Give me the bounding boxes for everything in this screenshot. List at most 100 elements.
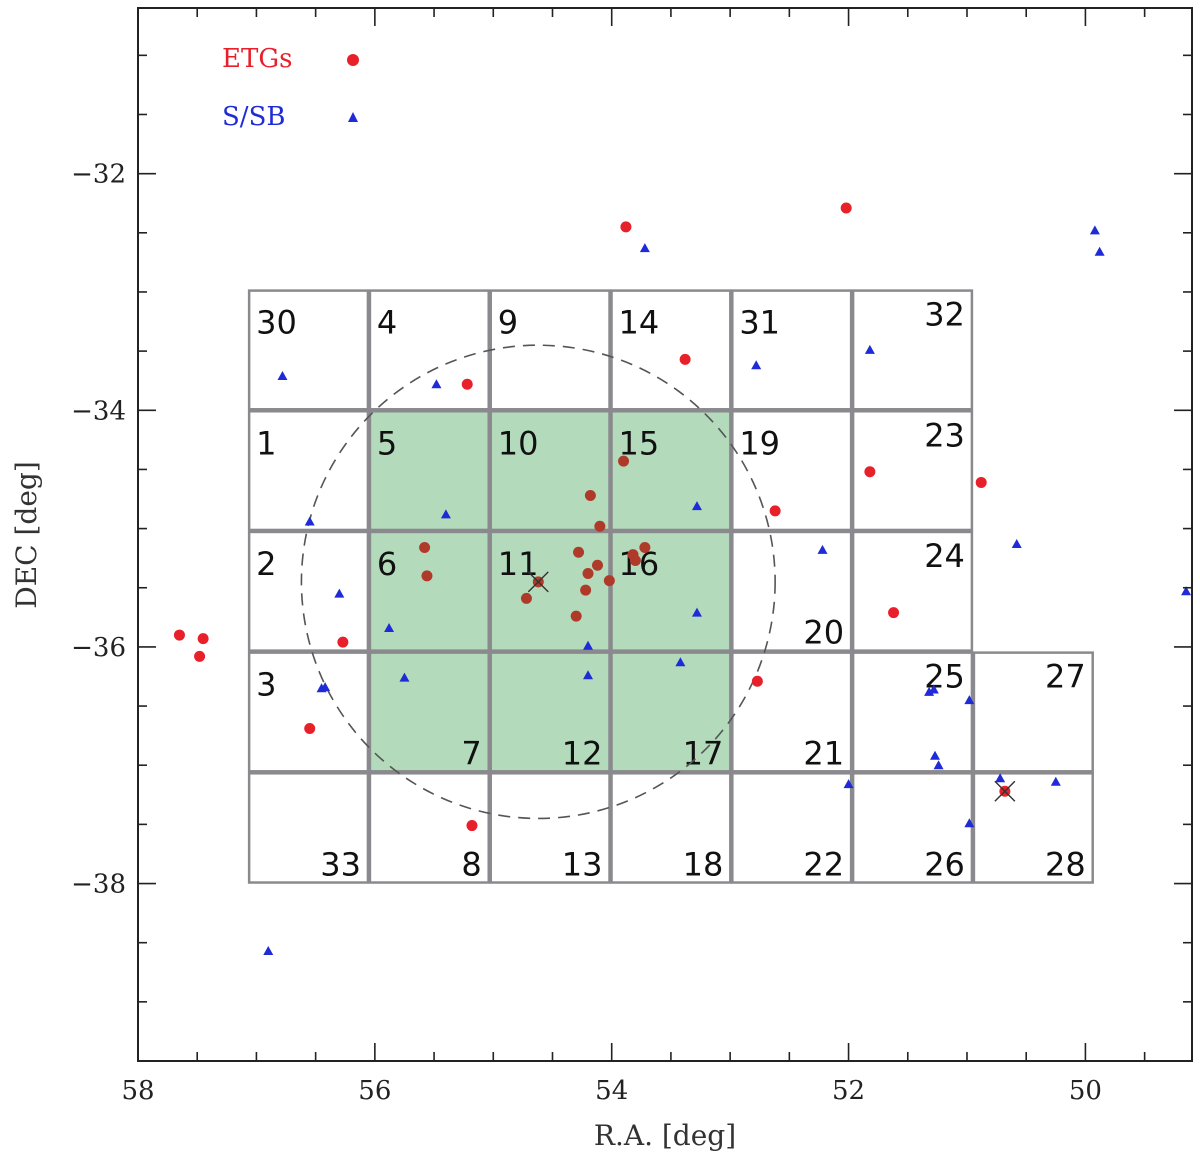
survey-circle	[300, 344, 776, 820]
ssb-point	[995, 773, 1006, 783]
tile-border	[731, 289, 853, 411]
legend-etg-label: ETGs	[222, 44, 292, 74]
ssb-point	[1011, 538, 1022, 548]
legend-ssb-label: S/SB	[222, 102, 286, 132]
tile-border	[731, 530, 853, 652]
etg-point	[173, 629, 185, 641]
etg-point	[840, 202, 852, 214]
etg-point	[461, 378, 473, 390]
tile-label-25: 25	[924, 658, 965, 696]
y-tick-label: −38	[71, 870, 126, 900]
etg-point	[751, 675, 763, 687]
tile-border	[610, 289, 732, 411]
tile-label-24: 24	[924, 537, 965, 575]
etg-point	[769, 505, 781, 517]
ssb-point	[864, 344, 875, 354]
tile-label-31: 31	[739, 304, 780, 342]
tile-border	[247, 651, 370, 773]
ssb-point	[277, 370, 288, 380]
cross-markers-layer	[527, 571, 1016, 802]
etg-point	[584, 489, 596, 501]
tick-labels-layer: 58 56 54 52 50−32−34−36−38	[71, 160, 1102, 1106]
etg-point	[580, 584, 592, 596]
tile-highlight-fill	[368, 410, 490, 531]
tile-label-21: 21	[803, 734, 844, 772]
y-tick-label: −36	[71, 633, 126, 663]
ssb-point	[964, 818, 975, 828]
tile-border	[851, 651, 974, 773]
ssb-point	[583, 640, 594, 650]
tile-border	[247, 530, 370, 652]
tile-border	[489, 410, 611, 532]
ssb-point	[583, 670, 594, 680]
ssb-point	[639, 243, 650, 253]
cross-marker	[994, 780, 1016, 802]
ssb-point	[817, 544, 828, 554]
etg-point	[194, 650, 206, 662]
etg-point	[629, 555, 641, 567]
ticks-layer	[137, 8, 1192, 1062]
ssb-point	[964, 695, 975, 705]
tile-border	[489, 772, 611, 884]
etg-point	[618, 455, 630, 467]
tile-label-14: 14	[619, 304, 660, 342]
tile-border	[731, 410, 853, 532]
tiles-layer: 3049143132151015192326111620243712172125…	[247, 289, 1094, 884]
tile-label-12: 12	[562, 734, 603, 772]
etg-point	[466, 820, 478, 832]
tile-border	[489, 651, 611, 773]
x-tick-label: 54	[595, 1076, 628, 1106]
tile-highlight-fill	[489, 410, 611, 531]
tile-border	[610, 651, 732, 773]
tile-border	[247, 410, 370, 532]
etg-point	[594, 520, 606, 532]
etg-point	[582, 568, 594, 580]
tile-border	[731, 772, 853, 884]
tile-border	[368, 772, 490, 884]
tile-border	[247, 772, 370, 884]
tile-label-3: 3	[256, 666, 276, 704]
tile-highlight-fill	[610, 410, 732, 531]
y-tick-label: −32	[71, 160, 126, 190]
ssb-point	[691, 607, 702, 617]
tile-highlight-fill	[368, 651, 490, 773]
ssb-point	[1050, 776, 1061, 786]
ssb-point	[751, 360, 762, 370]
ssb-point	[924, 686, 935, 696]
ssb-point	[930, 750, 941, 760]
tile-label-5: 5	[377, 424, 397, 462]
tile-label-30: 30	[256, 304, 297, 342]
tile-label-1: 1	[256, 424, 276, 462]
etg-point	[421, 570, 433, 582]
tile-highlight-fill	[610, 651, 732, 773]
tile-label-33: 33	[320, 846, 361, 884]
etg-point	[888, 607, 900, 619]
ssb-point	[1181, 586, 1192, 596]
ssb-point	[1094, 246, 1105, 256]
tile-label-22: 22	[803, 846, 844, 884]
tile-label-11: 11	[498, 545, 539, 583]
tile-label-2: 2	[256, 545, 276, 583]
tile-label-8: 8	[461, 846, 481, 884]
ssb-points-layer	[263, 225, 1192, 955]
tile-label-19: 19	[739, 424, 780, 462]
etg-point	[573, 546, 585, 558]
etg-point	[975, 476, 987, 488]
tile-label-32: 32	[924, 296, 965, 334]
tile-border	[731, 651, 853, 773]
etg-point	[337, 636, 349, 648]
ssb-point	[691, 501, 702, 511]
ssb-point	[431, 379, 442, 389]
tile-label-9: 9	[498, 304, 518, 342]
legend-ssb-marker	[348, 112, 358, 122]
tile-border	[851, 289, 974, 411]
tile-border	[851, 410, 974, 532]
etg-point	[639, 542, 651, 554]
ssb-point	[334, 588, 345, 598]
tile-border	[851, 530, 974, 652]
etg-point	[864, 466, 876, 478]
tile-label-17: 17	[683, 734, 724, 772]
tile-border	[610, 772, 732, 884]
tile-border	[610, 530, 732, 652]
tile-border	[247, 289, 370, 411]
